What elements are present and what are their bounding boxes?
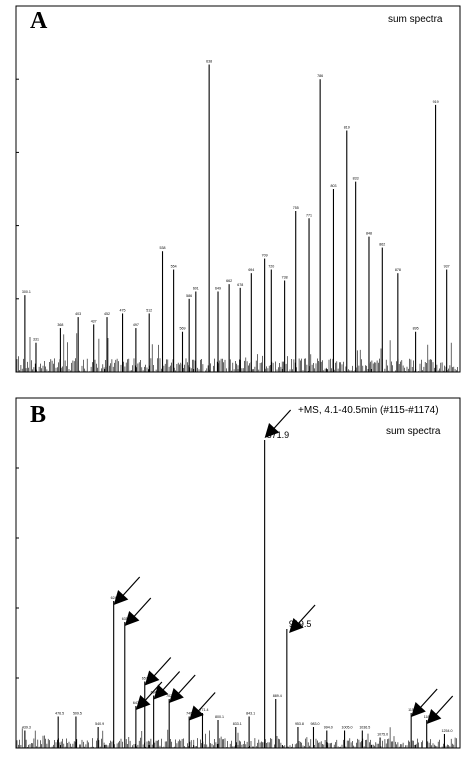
peak-label: 554 <box>171 265 177 269</box>
peak-label: 848 <box>366 232 372 236</box>
arrow-shaft <box>175 674 196 697</box>
peak-label: 694 <box>248 268 254 272</box>
baseline-noise <box>16 333 458 372</box>
panel-b-legend: sum spectra <box>386 426 441 437</box>
peak-label: 755 <box>293 206 299 210</box>
peak-label: 786 <box>317 74 323 78</box>
panel-a-letter: A <box>30 8 48 34</box>
peak-label: 452 <box>104 312 110 316</box>
peak-label: 657.2 <box>142 677 151 681</box>
arrow-head <box>144 670 160 686</box>
arrow-shaft <box>120 576 141 599</box>
arrow-head <box>113 589 129 605</box>
arrow-head <box>426 708 442 724</box>
arrow-shaft <box>417 688 438 711</box>
peak-label: 709 <box>262 254 268 258</box>
arrow-shaft <box>433 695 454 718</box>
spectrum-b-plot: 439.3 476.5 509.5 540.9 624.5 635.5 647.4 657.2… <box>15 397 461 749</box>
panel-b: 439.3 476.5 509.5 540.9 624.5 635.5 647.4 657.2… <box>0 392 462 763</box>
panel-a-legend: sum spectra <box>388 14 443 25</box>
peak-label: 871.9 <box>267 430 290 440</box>
peak-label: 771 <box>306 213 312 217</box>
peak-label: 601 <box>193 286 199 290</box>
peak-label: 331 <box>33 338 39 342</box>
peak-label: 538 <box>160 246 166 250</box>
plot-frame <box>15 397 461 749</box>
peak-label: 919 <box>433 100 439 104</box>
peak-label: 889.4 <box>273 694 282 698</box>
peak-label: 624.5 <box>111 596 120 600</box>
arrow-head <box>411 701 426 717</box>
peak-label: 497 <box>133 323 139 327</box>
peak-label: 684.1 <box>151 691 160 695</box>
peak-label: 862 <box>379 243 385 247</box>
peak-label: 720 <box>268 265 274 269</box>
peak-label: 833.1 <box>233 722 242 726</box>
peak-label: 300.1 <box>22 290 31 294</box>
arrow-head <box>264 422 280 438</box>
peak-label: 919.5 <box>289 619 312 629</box>
peak-label: 937 <box>444 265 450 269</box>
arrow-shaft <box>195 692 216 714</box>
spectrum-a-plot: 300.1 331 368 403 437 452 475 497 512 538 554 569 58… <box>15 5 461 373</box>
arrow-head <box>189 705 204 721</box>
baseline-noise <box>16 727 458 748</box>
peak-label: 403 <box>75 312 81 316</box>
peak-label: 738 <box>282 276 288 280</box>
peak-label: 475 <box>120 308 126 312</box>
peak-label: 1005.0 <box>342 726 353 730</box>
peak-label: 994.0 <box>324 726 333 730</box>
peak-label: 746.6 <box>186 712 195 716</box>
peak-label: 702.1 <box>166 694 175 698</box>
peak-label: 678 <box>237 283 243 287</box>
peak-label: 437 <box>91 319 97 323</box>
peak-label: 771.4 <box>199 708 208 712</box>
arrow-head <box>124 610 140 626</box>
peak-label: 635.5 <box>122 617 131 621</box>
arrow-head <box>153 684 169 700</box>
peak-label: 586 <box>186 294 192 298</box>
arrow-shaft <box>295 604 316 627</box>
peak-label: 512 <box>146 308 152 312</box>
peak-label: 803 <box>330 184 336 188</box>
peak-label: 509.5 <box>73 712 82 716</box>
peak-label: 878 <box>395 268 401 272</box>
peak-label: 833 <box>353 177 359 181</box>
panel-b-letter: B <box>30 402 47 428</box>
arrow-head <box>289 617 304 633</box>
peak-label: 476.5 <box>55 712 64 716</box>
plot-frame <box>15 5 461 373</box>
peak-label: 819 <box>344 125 350 129</box>
arrow-shaft <box>151 657 172 679</box>
peak-label: 1075.0 <box>377 733 388 737</box>
arrow-head <box>135 694 151 710</box>
peak-label: 638 <box>206 60 212 64</box>
peak-label: 647.4 <box>133 701 142 705</box>
peak-label: 662 <box>226 279 232 283</box>
peak-label: 1254.0 <box>441 729 452 733</box>
peak-label: 649 <box>215 286 221 290</box>
peak-label: 983.0 <box>310 722 319 726</box>
peak-label: 895 <box>413 327 419 331</box>
arrow-head <box>169 687 184 703</box>
peak-label: 1036.5 <box>359 726 370 730</box>
arrow-shaft <box>131 597 152 620</box>
peak-label: 953.8 <box>295 722 304 726</box>
panel-b-ms-header: +MS, 4.1-40.5min (#115-#1174) <box>298 405 439 416</box>
peak-label: 439.3 <box>22 726 31 730</box>
peak-label: 540.9 <box>95 722 104 726</box>
peak-label: 569 <box>180 327 186 331</box>
arrow-shaft <box>160 671 181 693</box>
arrow-shaft <box>271 409 292 432</box>
peak-label: 843.1 <box>246 712 255 716</box>
panel-a: 300.1 331 368 403 437 452 475 497 512 538 554 569 58… <box>0 0 462 378</box>
peak-label: 800.1 <box>215 715 224 719</box>
peak-label: 368 <box>57 323 63 327</box>
